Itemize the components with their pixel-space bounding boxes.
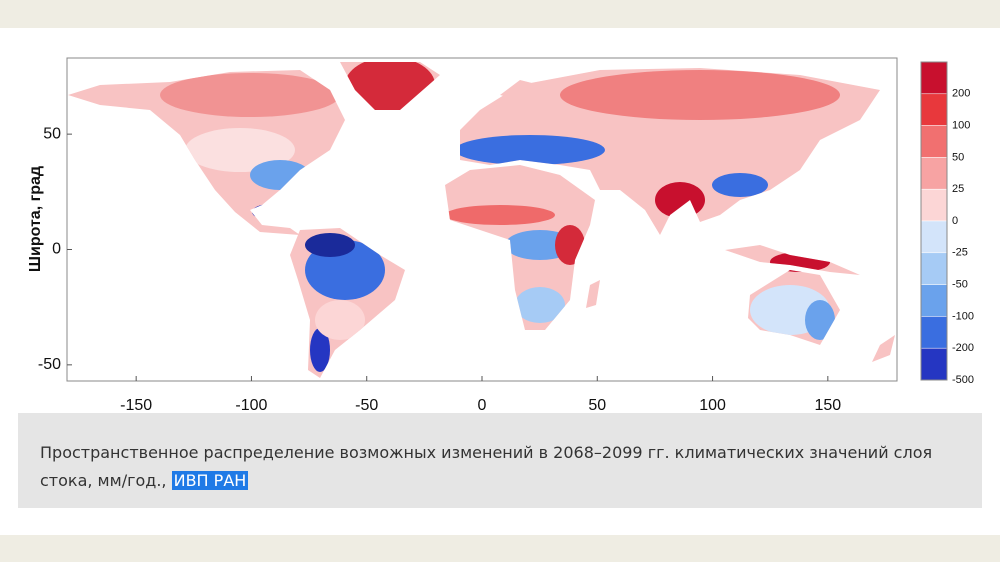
colorbar-label: 0: [952, 215, 958, 227]
colorbar-box: [920, 252, 948, 285]
colorbar-label: -25: [952, 247, 968, 259]
colorbar-label: -200: [952, 342, 974, 354]
top-band: [0, 0, 1000, 28]
x-tick-label: -150: [120, 397, 152, 412]
x-tick-label: -100: [235, 397, 267, 412]
bottom-band: [0, 535, 1000, 562]
colorbar-box: [920, 284, 948, 317]
x-tick-label: 150: [814, 397, 841, 412]
colorbar-box: [920, 347, 948, 381]
caption-link[interactable]: ИВП РАН: [171, 471, 249, 490]
colorbar-frame: [920, 61, 948, 381]
caption: Пространственное распределение возможных…: [40, 439, 940, 495]
y-tick-label: 0: [52, 241, 61, 258]
y-axis-label: Широта, град: [27, 166, 44, 272]
colorbar-box: [920, 316, 948, 349]
x-tick-label: -50: [355, 397, 378, 412]
y-tick-label: 50: [43, 125, 61, 142]
colorbar-box: [920, 93, 948, 126]
colorbar-label: 200: [952, 88, 970, 100]
colorbar-label: -100: [952, 310, 974, 322]
colorbar-label: 100: [952, 120, 970, 132]
x-tick-label: 50: [588, 397, 606, 412]
colorbar-box: [920, 157, 948, 190]
colorbar-box: [920, 220, 948, 254]
colorbar-box: [920, 188, 948, 222]
colorbar-label: 50: [952, 151, 964, 163]
x-tick-label: 100: [699, 397, 726, 412]
colorbar-box: [920, 61, 948, 95]
colorbar-label: -50: [952, 279, 968, 291]
caption-text: Пространственное распределение возможных…: [40, 443, 933, 490]
colorbar-label: -500: [952, 374, 974, 386]
colorbar-box: [920, 125, 948, 158]
caption-box: Пространственное распределение возможных…: [18, 413, 982, 508]
colorbar-label: 25: [952, 183, 964, 195]
y-tick-label: -50: [38, 356, 61, 373]
map-figure: Широта, град -150 -100 -50 0 50 100 150-500502…: [27, 57, 974, 412]
x-tick-label: 0: [478, 397, 487, 412]
